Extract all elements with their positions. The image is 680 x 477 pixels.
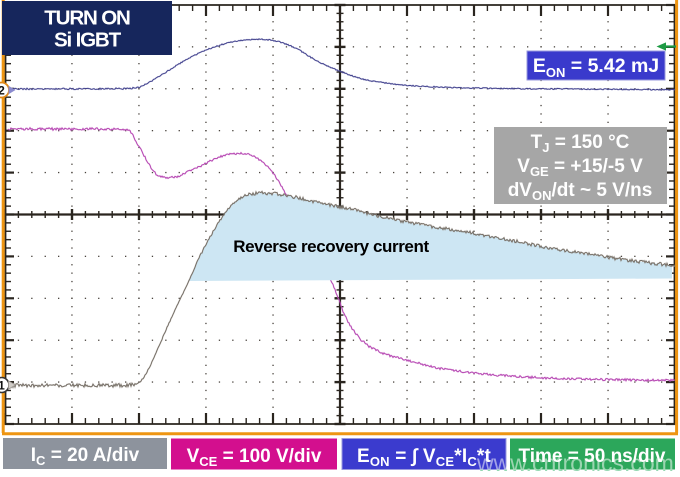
svg-text:TJ = 150 °C: TJ = 150 °C [531, 132, 630, 155]
svg-text:www.cntronics.com: www.cntronics.com [476, 450, 674, 476]
svg-text:dVON/dt ~ 5 V/ns: dVON/dt ~ 5 V/ns [508, 180, 653, 203]
svg-text:VGE = +15/-5 V: VGE = +15/-5 V [517, 156, 643, 179]
svg-text:2: 2 [0, 84, 5, 98]
svg-text:EON = 5.42 mJ: EON = 5.42 mJ [533, 55, 659, 80]
svg-text:Si IGBT: Si IGBT [54, 29, 122, 52]
svg-text:VCE = 100 V/div: VCE = 100 V/div [187, 446, 322, 469]
svg-text:Time = 50 ns/div: Time = 50 ns/div [519, 446, 666, 467]
svg-text:www.cntronics.com: www.cntronics.com [476, 450, 674, 476]
svg-text:IC = 20 A/div: IC = 20 A/div [31, 445, 140, 468]
svg-text:EON = ∫ VCE*IC*t: EON = ∫ VCE*IC*t [357, 446, 492, 469]
svg-text:TURN ON: TURN ON [44, 7, 130, 30]
svg-text:1: 1 [0, 379, 5, 393]
svg-text:Reverse recovery current: Reverse recovery current [233, 237, 429, 256]
